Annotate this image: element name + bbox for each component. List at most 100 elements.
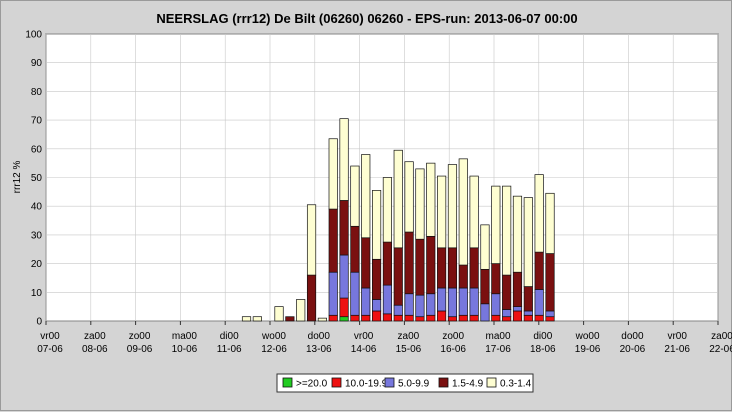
x-axis: vr00 07-06 za00 08-06 zo00 09-06 ma00 10-06 di00… [37,321,732,355]
y-tick-label: 90 [31,58,43,69]
bar-segment [534,251,544,290]
bar-segment [545,192,555,254]
bar-segment [469,247,479,289]
bar-segment [350,225,360,273]
x-tick-label-date: 19-06 [575,344,601,355]
bar-segment [393,247,403,306]
legend-entry: 10.0-19.9 [345,379,388,390]
bar-segment [480,303,490,322]
legend-entry: 0.3-1.4 [500,379,532,390]
y-axis: 0 10 20 30 40 50 60 70 80 90 100 [25,30,42,328]
x-tick-label-date: 13-06 [306,344,332,355]
bar-segment [404,293,414,316]
bar-segment [523,310,533,316]
bar-segment [339,118,349,201]
x-tick-label-day: za00 [398,331,420,342]
y-tick-label: 20 [31,259,43,270]
bar-segment [502,185,512,276]
legend-swatch [384,377,395,388]
bar-segment [372,190,382,260]
bar-segment [458,158,468,266]
bar-segment [415,238,425,296]
bar-segment [306,274,317,322]
bar-segment [415,294,425,318]
legend-entry: >=20.0 [296,379,328,390]
y-axis-label: rrr12 % [12,161,23,194]
chart-title: NEERSLAG (rrr12) De Bilt (06260) 06260 -… [156,11,577,26]
bar-segment [437,287,447,312]
bar-segment [296,299,306,322]
x-tick-label-date: 11-06 [217,344,242,355]
legend-entry: 1.5-4.9 [452,379,484,390]
bar-segment [339,316,349,322]
bar-segment [534,174,544,253]
legend: >=20.0 10.0-19.9 5.0-9.9 1.5-4.9 0.3-1.4 [276,373,534,393]
x-tick-label-date: 14-06 [351,344,377,355]
bar-segment [393,304,403,316]
legend-entry: 5.0-9.9 [398,379,430,390]
y-tick-label: 50 [31,173,43,184]
bar-segment [480,268,490,305]
bar-segment [252,316,262,322]
bar-segment [469,314,479,322]
bar-segment [328,138,338,210]
bar-segment [523,286,533,312]
y-tick-label: 40 [31,202,43,213]
x-tick-label-date: 09-06 [127,344,153,355]
x-tick-label-day: ma00 [172,331,197,342]
bar-segment [512,195,523,273]
y-tick-label: 60 [31,144,43,155]
bars [241,118,555,322]
bar-segment [317,317,327,322]
bar-segment [339,200,349,256]
bar-segment [339,254,349,299]
bar-segment [523,314,533,322]
bar-segment [437,175,447,249]
y-tick-label: 0 [36,317,42,328]
x-tick-label-date: 10-06 [172,344,198,355]
bar-segment [382,284,392,315]
x-tick-label-day: di00 [220,331,239,342]
x-tick-label-date: 17-06 [485,344,511,355]
bar-segment [545,253,555,312]
bar-segment [523,197,533,287]
bar-segment [491,263,501,295]
x-tick-label-date: 21-06 [664,344,690,355]
x-tick-label-day: wo00 [261,331,286,342]
bar-segment [480,224,490,270]
bar-segment [350,165,360,227]
bar-segment [393,149,403,249]
x-tick-label-date: 20-06 [620,344,646,355]
legend-swatch [331,377,342,388]
bar-segment [361,314,371,322]
bar-segment [393,314,403,322]
bar-segment [458,287,468,316]
bar-segment [447,316,458,322]
bar-segment [339,297,349,318]
y-tick-label: 80 [31,87,43,98]
bar-segment [328,314,338,322]
y-tick-label: 70 [31,116,43,127]
bar-segment [469,287,479,316]
x-tick-label-date: 07-06 [37,344,63,355]
y-tick-label: 30 [31,230,43,241]
y-tick-label: 100 [25,30,42,41]
bar-segment [491,185,501,264]
x-tick-label-day: do00 [308,331,331,342]
bar-segment [328,271,338,316]
bar-segment [458,314,468,322]
bar-segment [372,299,382,312]
x-tick-label-date: 18-06 [530,344,556,355]
x-tick-label-date: 08-06 [82,344,108,355]
bar-segment [534,314,544,322]
bar-segment [415,316,425,322]
bar-segment [328,208,338,273]
bar-segment [285,316,295,322]
bar-segment [350,314,360,322]
y-tick-label: 10 [31,288,43,299]
bar-segment [426,293,436,316]
bar-segment [437,247,447,289]
bar-segment [382,177,392,243]
